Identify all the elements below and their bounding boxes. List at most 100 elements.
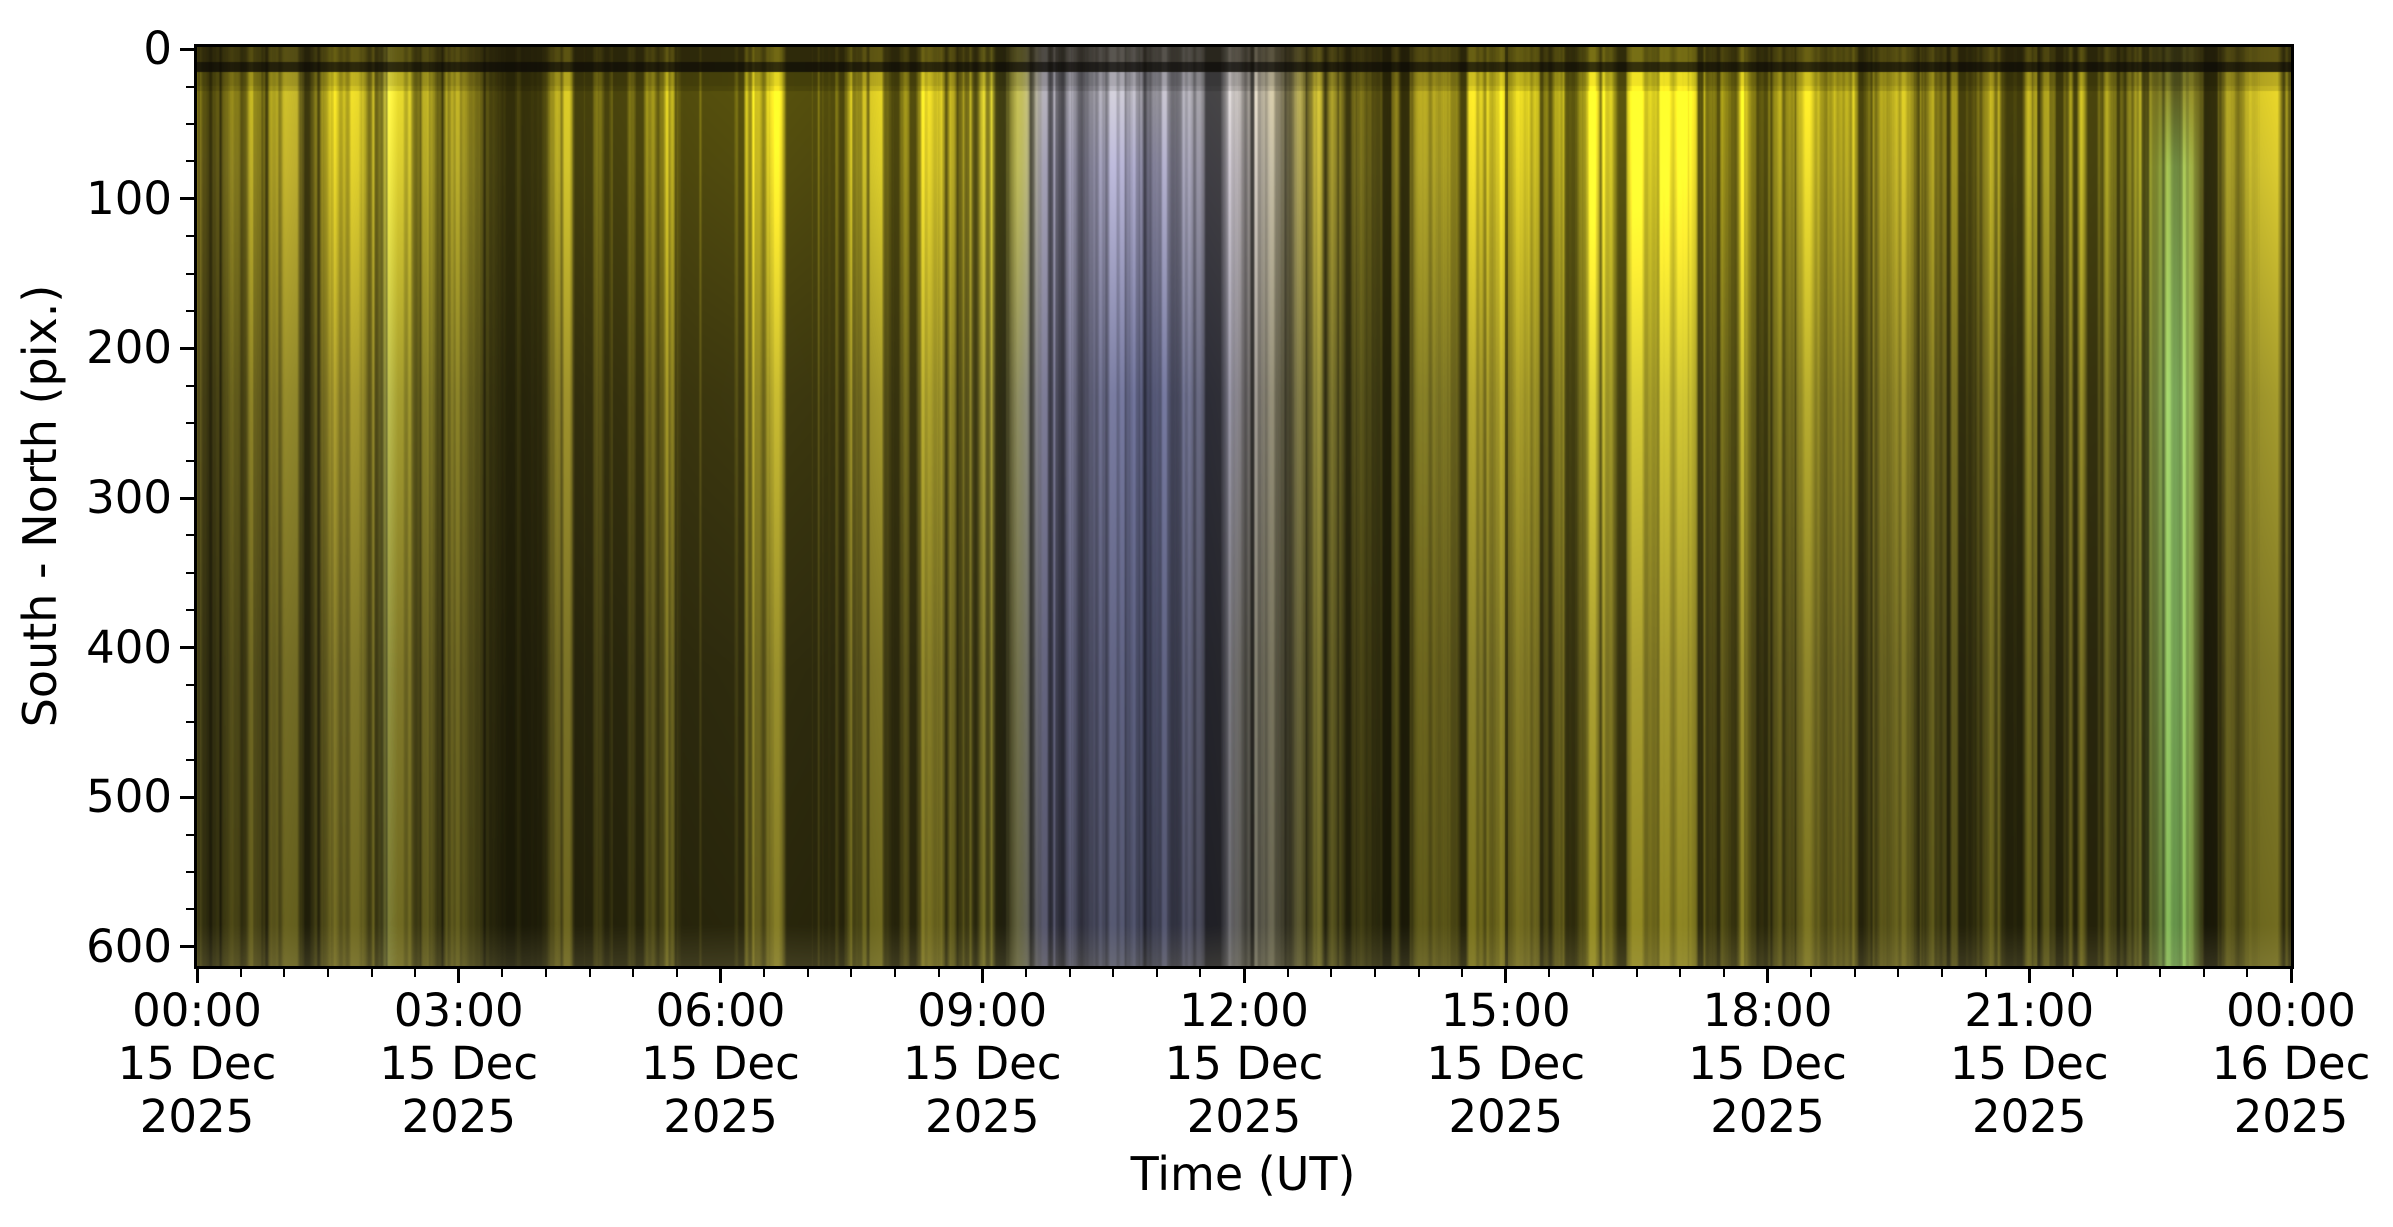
x-minor-tick [1984,969,1987,977]
y-major-tick [180,197,194,201]
x-tick-label-line: 2025 [1448,1090,1564,1143]
x-tick-label: 00:00 15 Dec 2025 [57,984,337,1143]
x-tick-label-line: 03:00 [393,984,524,1037]
x-tick-label-line: 16 Dec [2211,1037,2371,1090]
x-minor-tick [1330,969,1333,977]
x-tick-label: 00:00 16 Dec 2025 [2151,984,2393,1143]
x-major-tick [1504,969,1508,983]
x-minor-tick [1024,969,1027,977]
y-minor-tick [186,534,194,537]
x-minor-tick [370,969,373,977]
x-minor-tick [763,969,766,977]
x-tick-label: 21:00 15 Dec 2025 [1889,984,2169,1143]
x-minor-tick [2246,969,2249,977]
x-major-tick [719,969,722,983]
y-minor-tick [186,272,194,275]
y-tick-label: 0 [143,22,172,76]
x-minor-tick [1155,969,1158,977]
y-major-tick [180,47,194,51]
x-tick-label-line: 2025 [139,1090,255,1143]
x-minor-tick [937,969,940,977]
x-major-tick [1766,969,1769,983]
x-minor-tick [1068,969,1071,977]
x-minor-tick [239,969,242,977]
x-tick-label: 18:00 15 Dec 2025 [1628,984,1908,1143]
y-axis-title: South - North (pix.) [13,284,67,728]
y-tick-label: 100 [86,171,172,225]
x-tick-label-line: 06:00 [655,984,786,1037]
x-tick-label-line: 15 Dec [902,1037,1062,1090]
x-minor-tick [632,969,635,977]
y-minor-tick [186,160,194,163]
x-minor-tick [1112,969,1115,977]
x-axis-title: Time (UT) [1130,1147,1356,1201]
x-tick-label-line: 15 Dec [117,1037,277,1090]
y-minor-tick [186,609,194,612]
x-minor-tick [1853,969,1856,977]
x-minor-tick [1810,969,1813,977]
x-tick-label-line: 2025 [2233,1090,2349,1143]
y-major-tick [180,795,194,799]
y-minor-tick [186,684,194,687]
y-minor-tick [186,459,194,462]
x-minor-tick [2202,969,2205,977]
y-tick-label: 300 [86,471,172,525]
x-minor-tick [1897,969,1900,977]
x-tick-label-line: 15 Dec [1164,1037,1324,1090]
x-tick-label-line: 2025 [1186,1090,1302,1143]
y-minor-tick [186,871,194,874]
x-tick-label-line: 2025 [401,1090,517,1143]
x-minor-tick [1286,969,1289,977]
x-minor-tick [2115,969,2118,977]
x-minor-tick [1592,969,1594,977]
x-minor-tick [2159,969,2162,977]
x-tick-label-line: 2025 [663,1090,778,1143]
x-minor-tick [414,969,417,977]
y-tick-label: 200 [86,321,172,375]
x-tick-label-line: 21:00 [1964,984,2095,1037]
y-major-tick [180,346,194,350]
y-minor-tick [186,908,194,911]
x-minor-tick [1635,969,1638,977]
x-minor-tick [894,969,896,977]
x-tick-label-line: 15 Dec [1426,1037,1586,1090]
x-minor-tick [1722,969,1725,977]
x-minor-tick [1373,969,1376,977]
y-major-tick [180,646,194,650]
x-tick-label: 15:00 15 Dec 2025 [1366,984,1646,1143]
y-tick-label: 500 [86,770,172,824]
x-major-tick [2027,969,2031,983]
x-minor-tick [1941,969,1943,977]
y-minor-tick [186,235,194,238]
y-major-tick [180,496,194,500]
x-minor-tick [1199,969,1202,977]
x-major-tick [1242,969,1246,983]
x-tick-label-line: 15 Dec [641,1037,800,1090]
x-tick-label-line: 15 Dec [1949,1037,2109,1090]
y-minor-tick [186,85,194,88]
y-minor-tick [186,833,194,836]
x-minor-tick [675,969,678,977]
y-tick-label: 400 [86,620,172,674]
y-minor-tick [186,310,194,313]
y-minor-tick [186,384,194,387]
x-minor-tick [283,969,286,977]
x-tick-label-line: 00:00 [2226,984,2356,1037]
x-tick-label-line: 09:00 [917,984,1048,1037]
x-minor-tick [588,969,591,977]
x-tick-label-line: 15 Dec [379,1037,539,1090]
x-tick-label-line: 15:00 [1440,984,1571,1037]
x-tick-label-line: 2025 [1710,1090,1825,1143]
x-minor-tick [1679,969,1682,977]
x-minor-tick [501,969,504,977]
x-tick-label: 09:00 15 Dec 2025 [842,984,1122,1143]
x-minor-tick [806,969,809,977]
y-minor-tick [186,422,194,425]
y-minor-tick [186,123,194,126]
keogram-canvas [197,47,2291,966]
x-tick-label: 06:00 15 Dec 2025 [581,984,861,1143]
x-tick-label: 12:00 15 Dec 2025 [1104,984,1384,1143]
x-minor-tick [326,969,329,977]
x-major-tick [457,969,461,983]
